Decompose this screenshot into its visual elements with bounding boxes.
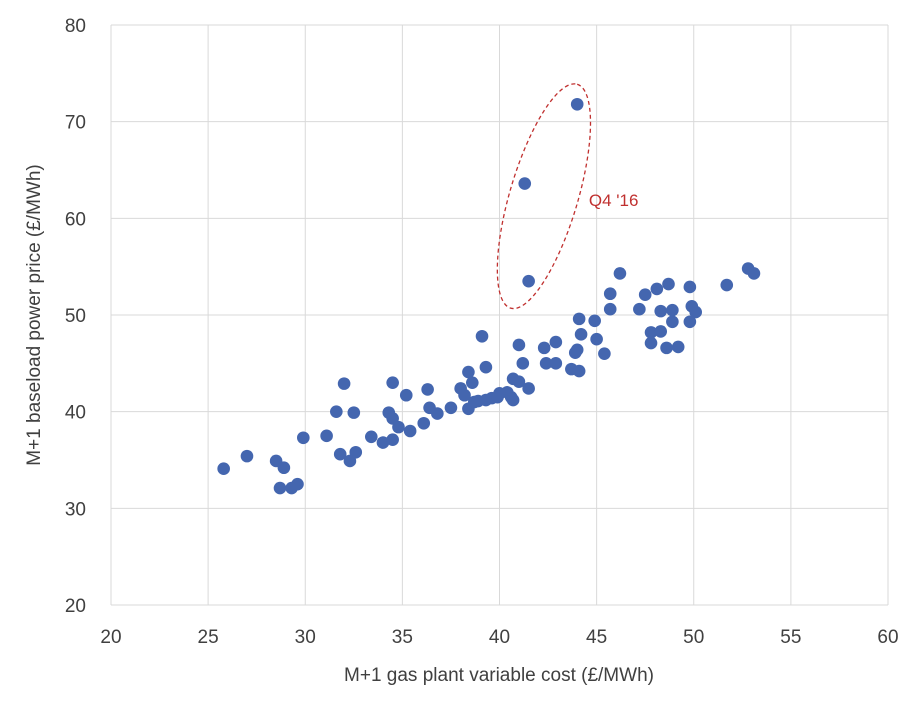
data-point — [683, 315, 697, 329]
data-point — [403, 424, 417, 438]
gridlines — [110, 24, 889, 606]
data-point — [549, 357, 563, 370]
data-point — [644, 336, 658, 350]
y-tick-label: 60 — [65, 209, 86, 230]
data-point — [590, 332, 603, 346]
q4-16-annotation-label: Q4 '16 — [589, 191, 639, 210]
data-point — [399, 388, 413, 402]
data-point — [337, 377, 351, 390]
data-point — [333, 447, 347, 461]
data-point — [539, 357, 553, 370]
data-point — [598, 347, 611, 360]
data-point — [633, 302, 646, 316]
data-point — [666, 315, 679, 329]
y-tick-label: 40 — [65, 403, 86, 424]
x-axis-title: M+1 gas plant variable cost (£/MWh) — [344, 665, 654, 686]
data-point — [683, 280, 697, 294]
y-tick-label: 80 — [65, 16, 86, 37]
data-point — [613, 267, 627, 280]
data-point — [392, 420, 405, 434]
data-point — [421, 383, 434, 396]
data-point — [417, 416, 431, 430]
data-point — [654, 325, 668, 338]
data-point — [475, 329, 489, 343]
x-tick-label: 35 — [392, 627, 413, 648]
data-point — [570, 97, 584, 111]
data-point — [277, 461, 291, 475]
data-point — [603, 287, 617, 301]
data-point — [444, 401, 458, 415]
data-point — [479, 360, 493, 374]
y-tick-label: 70 — [65, 113, 86, 134]
data-point — [349, 445, 363, 459]
data-point — [506, 393, 520, 407]
x-tick-label: 55 — [780, 627, 801, 648]
data-point — [588, 314, 601, 328]
data-point — [512, 338, 526, 352]
data-point — [522, 382, 535, 395]
data-point — [666, 303, 679, 317]
data-point — [572, 312, 586, 326]
data-point — [217, 462, 230, 476]
data-point — [386, 433, 399, 447]
data-point — [644, 326, 658, 339]
data-point — [650, 282, 664, 296]
data-point — [660, 341, 673, 355]
data-point — [518, 177, 532, 190]
data-point — [689, 305, 702, 319]
data-point — [570, 343, 584, 357]
data-point — [654, 304, 668, 318]
data-point — [330, 405, 343, 418]
data-point — [297, 431, 310, 445]
data-point — [638, 288, 652, 302]
data-point — [364, 430, 378, 444]
annotations: Q4 '16 — [496, 83, 639, 310]
data-point — [720, 278, 734, 292]
x-tick-label: 20 — [100, 627, 121, 648]
y-axis-ticks: 20 30 40 50 60 70 80 — [65, 16, 86, 617]
data-point — [574, 328, 588, 341]
x-tick-label: 40 — [489, 627, 510, 648]
data-point — [603, 302, 617, 316]
x-tick-label: 30 — [295, 627, 316, 648]
y-tick-label: 30 — [65, 499, 86, 520]
x-tick-label: 60 — [877, 627, 898, 648]
x-tick-label: 50 — [683, 627, 704, 648]
data-point — [512, 375, 526, 389]
data-point — [516, 357, 530, 370]
data-point — [240, 449, 254, 463]
data-point — [431, 407, 444, 420]
data-point — [537, 341, 551, 355]
x-tick-label: 45 — [586, 627, 607, 648]
data-points — [217, 97, 761, 495]
data-point — [662, 277, 675, 291]
y-axis-title: M+1 baseload power price (£/MWh) — [24, 164, 45, 466]
y-tick-label: 50 — [65, 306, 86, 327]
data-point — [572, 364, 586, 378]
x-axis-ticks: 20 25 30 35 40 45 50 55 60 — [100, 627, 898, 648]
data-point — [462, 365, 475, 379]
data-point — [458, 388, 471, 402]
y-tick-label: 20 — [65, 596, 86, 617]
data-point — [273, 481, 287, 495]
data-point — [386, 376, 399, 389]
data-point — [747, 267, 761, 280]
data-point — [522, 274, 535, 288]
data-point — [671, 340, 685, 354]
data-point — [376, 436, 390, 449]
data-point — [549, 335, 563, 349]
data-point — [347, 406, 361, 419]
data-point — [466, 376, 479, 389]
data-point — [291, 477, 304, 491]
x-tick-label: 25 — [198, 627, 219, 648]
data-point — [320, 429, 333, 443]
